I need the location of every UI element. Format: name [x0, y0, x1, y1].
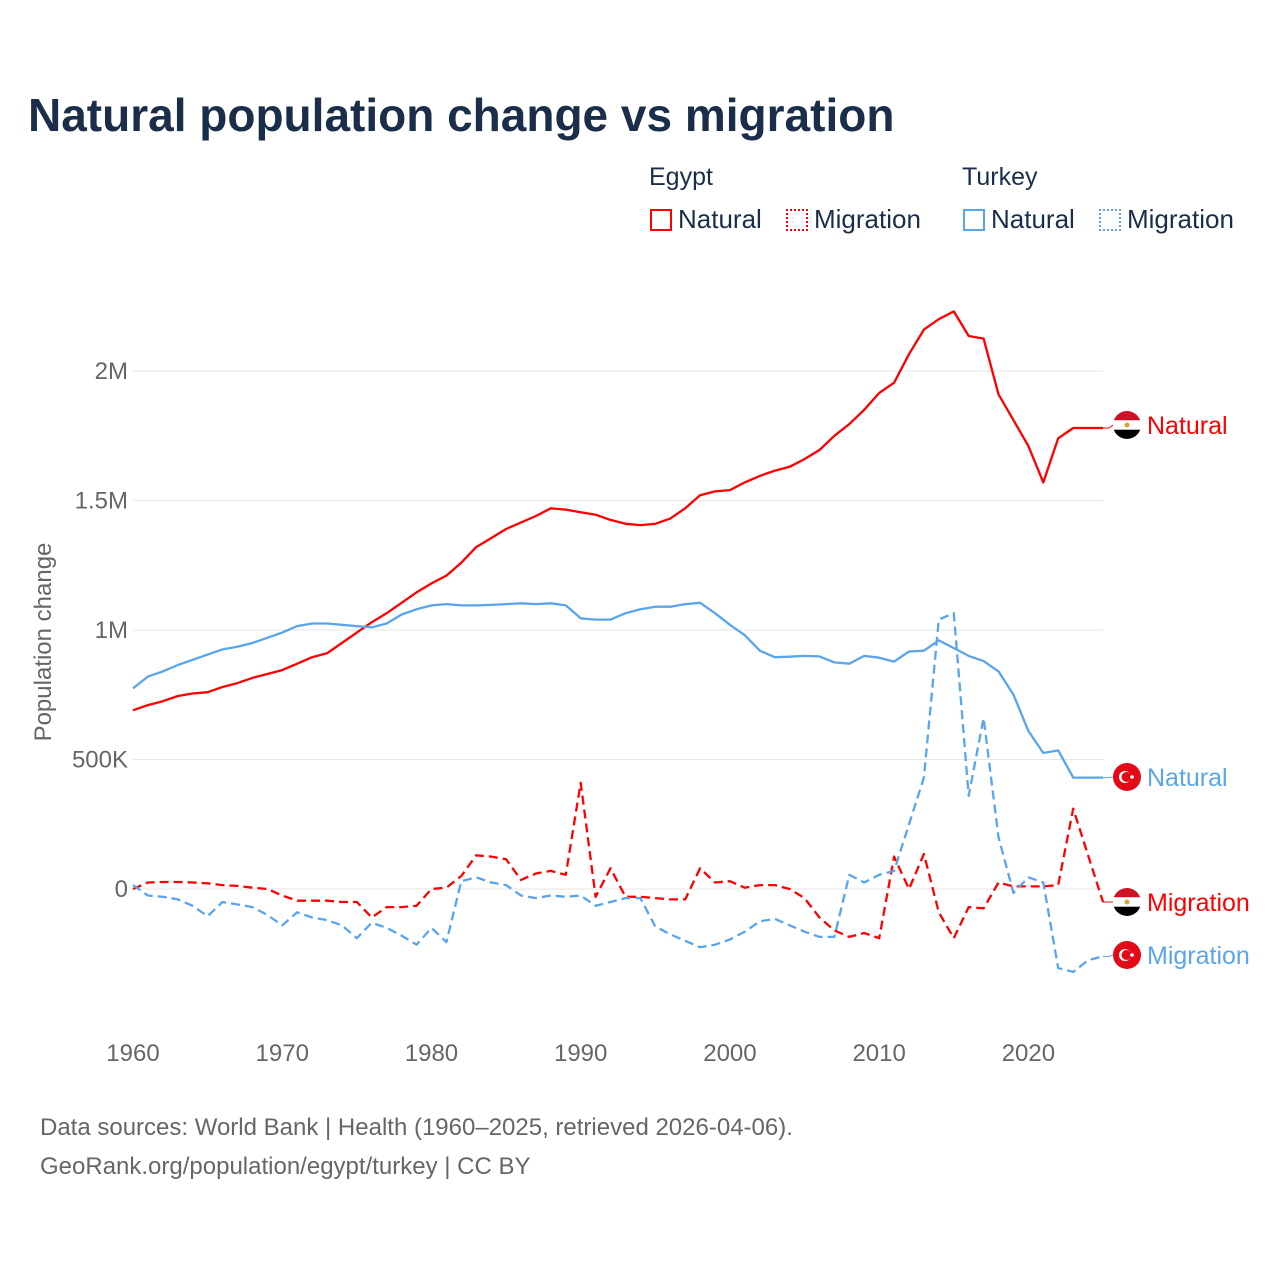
- solid-swatch-icon: [650, 209, 672, 231]
- source-line-1: Data sources: World Bank | Health (1960–…: [40, 1114, 793, 1141]
- solid-swatch-icon: [963, 209, 985, 231]
- legend-label: Migration: [814, 204, 921, 234]
- turkey-flag-icon: [1113, 941, 1141, 969]
- x-tick-label: 1960: [106, 1040, 159, 1067]
- series-line-turkey-migration: [132, 612, 1104, 974]
- legend-group-egypt: Egypt: [649, 163, 713, 191]
- egypt-flag-icon: [1113, 411, 1141, 439]
- x-tick-label: 2020: [1002, 1040, 1055, 1067]
- y-tick-label: 1M: [95, 617, 128, 644]
- series-end-label: Natural: [1147, 412, 1228, 440]
- legend-egypt-natural[interactable]: Natural: [650, 204, 762, 235]
- legend-turkey-natural[interactable]: Natural: [963, 204, 1075, 235]
- series-line-turkey-natural: [132, 601, 1103, 779]
- x-tick-label: 1990: [554, 1040, 607, 1067]
- dashed-swatch-icon: [1099, 209, 1121, 231]
- series-line-egypt-natural: [132, 310, 1103, 712]
- legend-label: Natural: [678, 204, 762, 234]
- legend-turkey-migration[interactable]: Migration: [1099, 204, 1234, 235]
- y-tick-label: 2M: [95, 358, 128, 385]
- legend-egypt-migration[interactable]: Migration: [786, 204, 921, 235]
- series-end-label: Migration: [1147, 889, 1250, 917]
- label-connector: [1103, 776, 1114, 779]
- y-tick-label: 1.5M: [75, 488, 128, 515]
- x-tick-label: 2000: [703, 1040, 756, 1067]
- legend-label: Natural: [991, 204, 1075, 234]
- y-tick-label: 500K: [72, 747, 128, 774]
- series-line-egypt-migration: [132, 781, 1105, 940]
- dashed-swatch-icon: [786, 209, 808, 231]
- legend-label: Migration: [1127, 204, 1234, 234]
- y-tick-label: 0: [115, 876, 128, 903]
- series-end-label: Natural: [1147, 764, 1228, 792]
- label-connector: [1103, 424, 1114, 429]
- series-end-label: Migration: [1147, 942, 1250, 970]
- x-tick-label: 1980: [405, 1040, 458, 1067]
- x-tick-label: 2010: [852, 1040, 905, 1067]
- turkey-flag-icon: [1113, 763, 1141, 791]
- label-connector: [1103, 954, 1114, 957]
- legend-group-turkey: Turkey: [962, 163, 1038, 191]
- egypt-flag-icon: [1113, 888, 1141, 916]
- y-axis-label: Population change: [30, 543, 57, 742]
- source-line-2[interactable]: GeoRank.org/population/egypt/turkey | CC…: [40, 1153, 531, 1180]
- chart-title: Natural population change vs migration: [28, 89, 895, 141]
- source-note: Data sources: World Bank | Health (1960–…: [40, 1108, 793, 1186]
- x-tick-label: 1970: [256, 1040, 309, 1067]
